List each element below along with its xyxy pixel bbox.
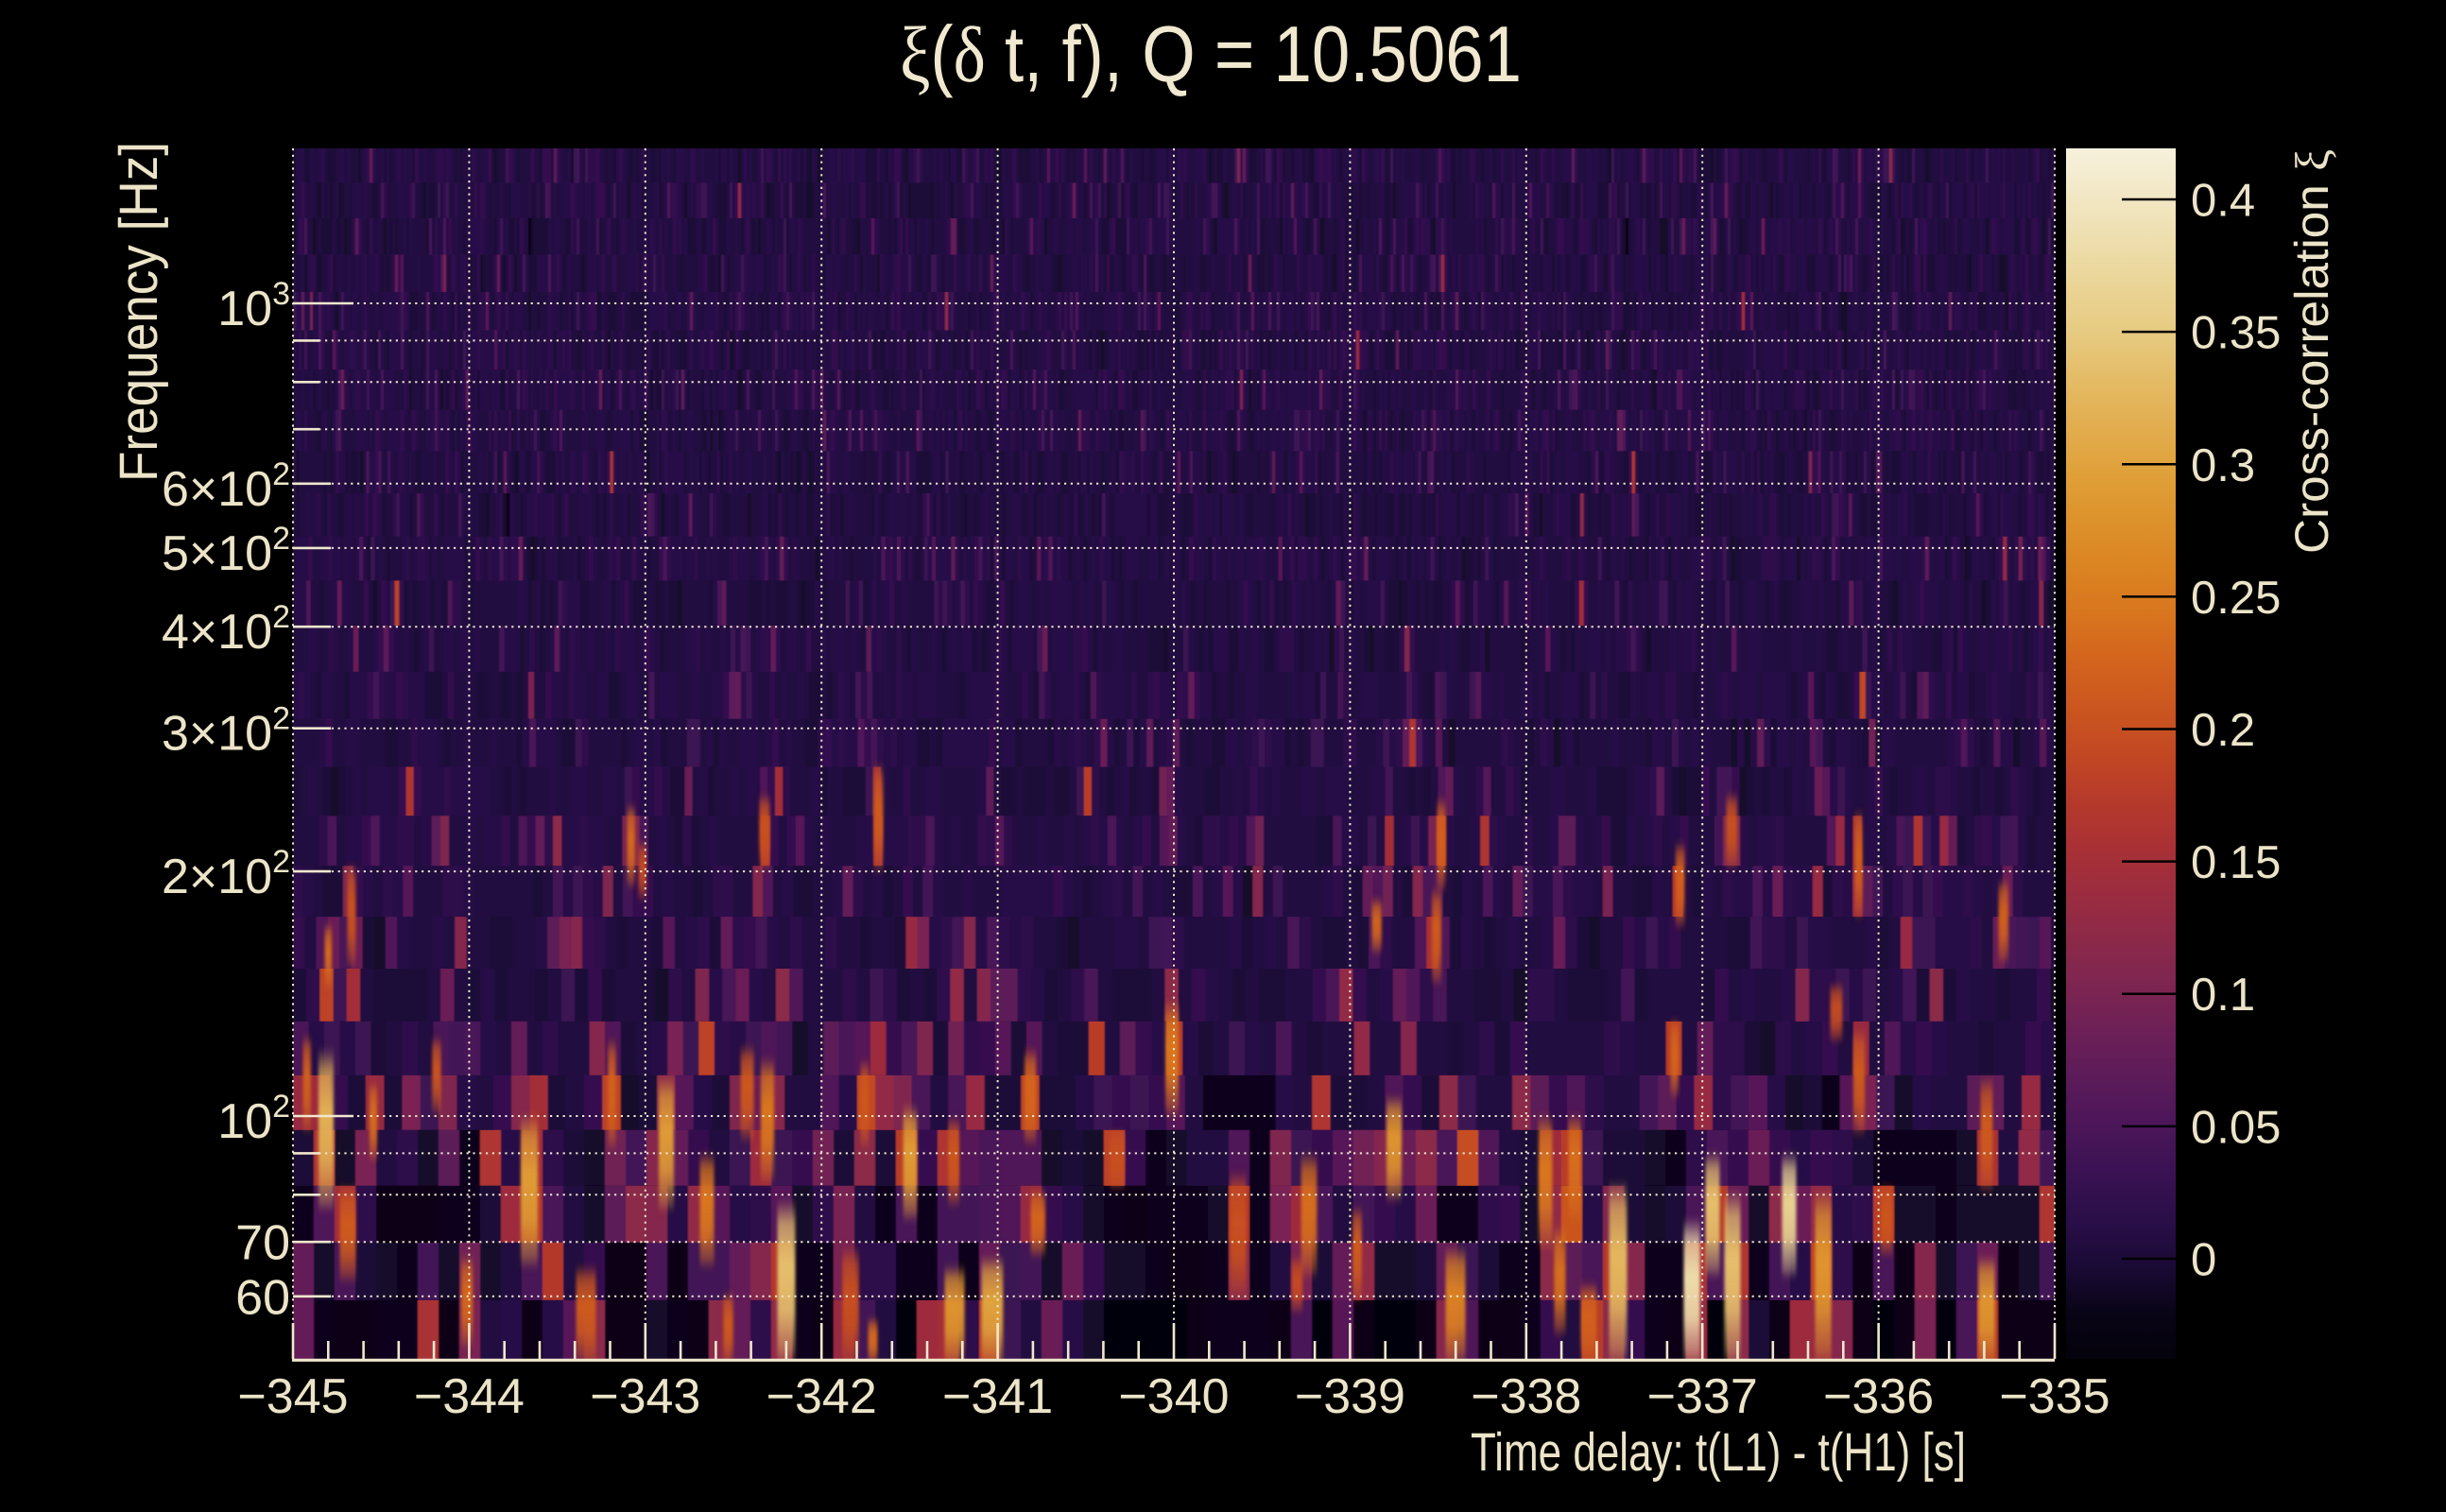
svg-text:−339: −339 — [1295, 1369, 1405, 1424]
svg-text:3×102: 3×102 — [162, 701, 290, 762]
svg-text:0.35: 0.35 — [2191, 308, 2281, 359]
svg-text:0.4: 0.4 — [2191, 176, 2255, 227]
svg-text:Cross-correlation ξ: Cross-correlation ξ — [2285, 149, 2338, 554]
svg-text:Time delay: t(L1) - t(H1) [s]: Time delay: t(L1) - t(H1) [s] — [1471, 1422, 1966, 1483]
svg-text:ξ(δ t, f), Q = 10.5061: ξ(δ t, f), Q = 10.5061 — [900, 9, 1522, 99]
svg-text:0.3: 0.3 — [2191, 440, 2255, 491]
svg-text:103: 103 — [217, 276, 290, 336]
svg-text:−337: −337 — [1647, 1369, 1758, 1424]
svg-text:0.05: 0.05 — [2191, 1102, 2281, 1153]
svg-text:0.1: 0.1 — [2191, 970, 2255, 1021]
svg-text:−338: −338 — [1471, 1369, 1581, 1424]
svg-text:−342: −342 — [767, 1369, 877, 1424]
svg-text:0.25: 0.25 — [2191, 573, 2281, 624]
svg-text:−343: −343 — [590, 1369, 700, 1424]
svg-text:−340: −340 — [1118, 1369, 1229, 1424]
svg-text:Frequency [Hz]: Frequency [Hz] — [109, 142, 169, 482]
svg-text:−341: −341 — [942, 1369, 1053, 1424]
svg-text:70: 70 — [235, 1216, 290, 1271]
svg-text:60: 60 — [235, 1270, 290, 1325]
svg-text:2×102: 2×102 — [162, 844, 290, 904]
svg-text:−335: −335 — [1999, 1369, 2110, 1424]
svg-text:0.2: 0.2 — [2191, 705, 2255, 756]
svg-text:0.15: 0.15 — [2191, 837, 2281, 888]
svg-text:0: 0 — [2191, 1235, 2216, 1286]
svg-text:5×102: 5×102 — [162, 521, 290, 581]
svg-text:4×102: 4×102 — [162, 599, 290, 660]
svg-text:−344: −344 — [414, 1369, 525, 1424]
svg-text:6×102: 6×102 — [162, 456, 290, 517]
svg-text:−336: −336 — [1823, 1369, 1934, 1424]
svg-text:−345: −345 — [237, 1369, 348, 1424]
